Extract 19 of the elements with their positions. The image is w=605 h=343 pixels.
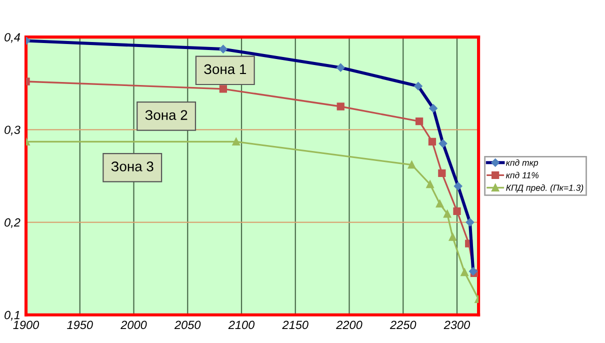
annotation: Зона 2 xyxy=(145,110,188,120)
x-tick-label: 1900 xyxy=(13,320,40,330)
x-tick-label: 2200 xyxy=(336,320,362,330)
legend-label: кпд 11% xyxy=(506,172,539,178)
x-tick-label: 2050 xyxy=(174,320,201,330)
x-tick-label: 2150 xyxy=(282,320,308,330)
legend-label: кпд ткр xyxy=(506,159,538,168)
y-tick-label: 0,1 xyxy=(4,310,20,321)
annotation: Зона 3 xyxy=(111,162,154,172)
legend-label: КПД пред. (Пк=1.3) xyxy=(506,184,584,193)
y-tick-label: 0,3 xyxy=(4,126,20,136)
y-tick-label: 0,4 xyxy=(4,33,20,43)
x-tick-label: 2300 xyxy=(444,320,470,330)
x-tick-label: 2250 xyxy=(390,320,416,330)
annotation: Зона 1 xyxy=(204,64,246,74)
x-tick-label: 2100 xyxy=(228,320,255,330)
x-tick-label: 1950 xyxy=(67,320,93,330)
x-tick-label: 2000 xyxy=(120,320,147,330)
y-tick-label: 0,2 xyxy=(4,218,20,228)
